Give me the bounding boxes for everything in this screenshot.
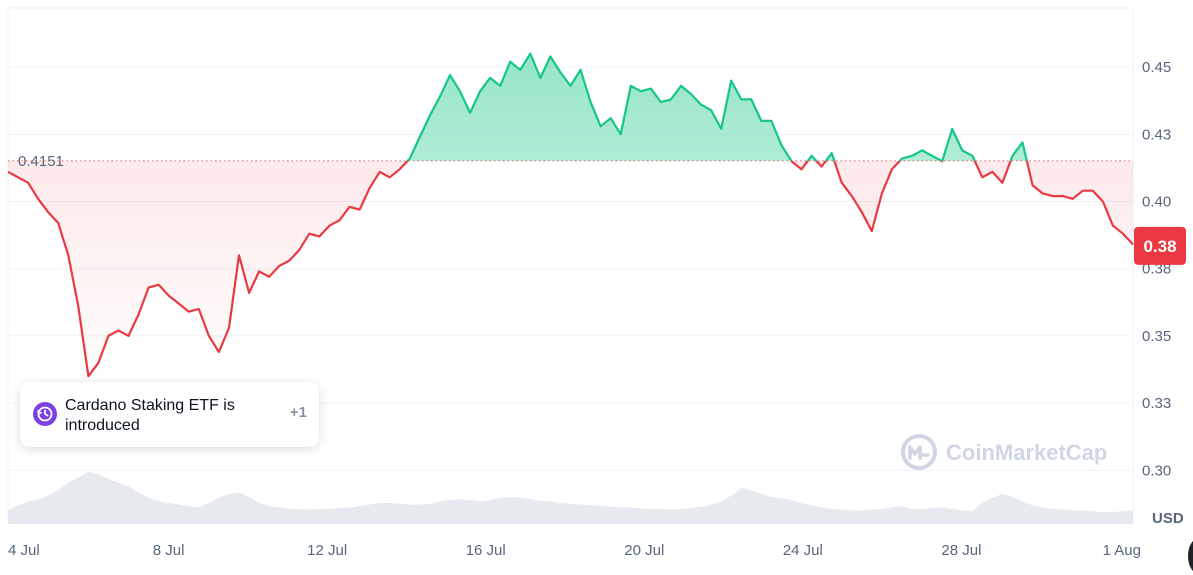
event-count-badge[interactable]: +1 xyxy=(289,404,307,421)
x-tick-label: 4 Jul xyxy=(8,542,40,559)
history-clock-icon xyxy=(33,402,57,426)
x-tick-label: 28 Jul xyxy=(941,542,981,559)
y-tick-label: 0.33 xyxy=(1142,395,1171,412)
axis-unit-label: USD xyxy=(1152,510,1184,527)
watermark-text: CoinMarketCap xyxy=(946,440,1108,465)
price-line-down xyxy=(7,160,1134,378)
corner-button[interactable] xyxy=(1188,538,1193,574)
y-tick-label: 0.38 xyxy=(1142,261,1171,278)
y-tick-label: 0.40 xyxy=(1142,194,1171,211)
coinmarketcap-logo-icon xyxy=(901,434,937,470)
x-tick-label: 24 Jul xyxy=(783,542,823,559)
y-tick-label: 0.43 xyxy=(1142,126,1171,143)
x-tick-label: 12 Jul xyxy=(307,542,347,559)
price-line-up xyxy=(406,52,1028,161)
y-tick-label: 0.45 xyxy=(1142,59,1171,76)
x-tick-label: 8 Jul xyxy=(153,542,185,559)
reference-value-label: 0.4151 xyxy=(18,153,64,170)
y-tick-label: 0.35 xyxy=(1142,328,1171,345)
volume-area xyxy=(8,471,1133,524)
event-annotation-card[interactable]: Cardano Staking ETF is introduced +1 xyxy=(20,382,319,447)
current-price-label: 0.38 xyxy=(1143,237,1176,256)
current-price-badge xyxy=(1134,226,1186,265)
x-tick-label: 16 Jul xyxy=(466,542,506,559)
area-above-reference xyxy=(8,53,1133,161)
x-tick-label: 1 Aug xyxy=(1103,542,1141,559)
y-tick-label: 0.30 xyxy=(1142,462,1171,479)
event-text: Cardano Staking ETF is introduced xyxy=(65,397,235,434)
x-tick-label: 20 Jul xyxy=(624,542,664,559)
area-below-reference xyxy=(8,160,1133,377)
